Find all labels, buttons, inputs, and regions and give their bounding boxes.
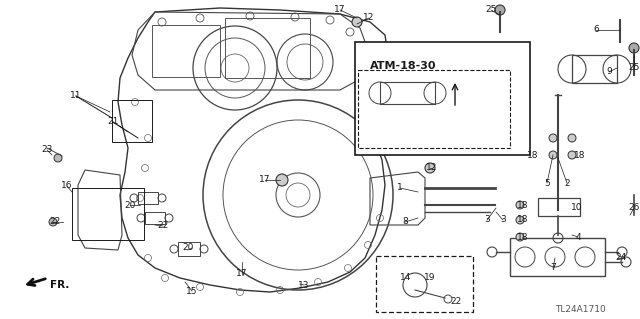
- Bar: [112, 100, 152, 142]
- Text: 7: 7: [550, 263, 556, 272]
- Text: 25: 25: [628, 63, 640, 72]
- Bar: [138, 192, 158, 204]
- Circle shape: [352, 17, 362, 27]
- Text: 25: 25: [485, 5, 497, 14]
- Text: 10: 10: [572, 204, 583, 212]
- Text: 16: 16: [61, 182, 73, 190]
- Text: 23: 23: [42, 145, 52, 154]
- Text: 5: 5: [544, 179, 550, 188]
- Text: 18: 18: [517, 216, 529, 225]
- Bar: [145, 212, 165, 224]
- Text: 19: 19: [424, 272, 436, 281]
- Text: 18: 18: [517, 201, 529, 210]
- Circle shape: [568, 134, 576, 142]
- Text: 13: 13: [298, 280, 310, 290]
- Circle shape: [425, 163, 435, 173]
- Text: 18: 18: [517, 234, 529, 242]
- Text: 20: 20: [182, 243, 194, 253]
- Bar: [572, 55, 617, 83]
- Text: 2: 2: [564, 179, 570, 188]
- Text: 12: 12: [426, 164, 438, 173]
- Circle shape: [54, 154, 62, 162]
- Text: 6: 6: [593, 26, 599, 34]
- Text: 17: 17: [236, 270, 248, 278]
- Bar: [72, 188, 144, 240]
- Circle shape: [549, 151, 557, 159]
- Text: 24: 24: [616, 254, 627, 263]
- Text: 3: 3: [484, 216, 490, 225]
- Bar: [358, 70, 510, 148]
- Text: ATM-18-30: ATM-18-30: [370, 61, 436, 71]
- Circle shape: [276, 174, 288, 186]
- Text: 22: 22: [451, 296, 461, 306]
- Circle shape: [549, 134, 557, 142]
- Circle shape: [568, 151, 576, 159]
- Text: TL24A1710: TL24A1710: [555, 305, 605, 314]
- Circle shape: [49, 218, 57, 226]
- Text: 14: 14: [400, 273, 412, 283]
- Text: 9: 9: [606, 68, 612, 77]
- Text: FR.: FR.: [50, 280, 69, 290]
- Text: 18: 18: [574, 151, 586, 160]
- Bar: [225, 18, 310, 78]
- Bar: [178, 242, 200, 256]
- Text: 3: 3: [500, 216, 506, 225]
- Bar: [538, 198, 580, 216]
- Text: 1: 1: [397, 183, 403, 192]
- Text: 26: 26: [628, 204, 640, 212]
- Text: 22: 22: [157, 221, 168, 231]
- Bar: [380, 82, 435, 104]
- Text: 20: 20: [124, 201, 136, 210]
- Text: 17: 17: [334, 5, 346, 14]
- Circle shape: [516, 233, 524, 241]
- Text: 12: 12: [364, 13, 374, 23]
- Text: 11: 11: [70, 92, 82, 100]
- Text: 18: 18: [527, 151, 539, 160]
- Bar: [152, 25, 220, 77]
- Text: 8: 8: [402, 218, 408, 226]
- Circle shape: [495, 5, 505, 15]
- Bar: [376, 256, 473, 312]
- Text: 4: 4: [575, 233, 581, 241]
- Circle shape: [629, 43, 639, 53]
- Text: 17: 17: [259, 175, 271, 184]
- Text: 21: 21: [108, 117, 118, 127]
- Circle shape: [516, 201, 524, 209]
- Text: 22: 22: [49, 218, 61, 226]
- Text: 15: 15: [186, 286, 198, 295]
- Bar: [355, 42, 530, 155]
- Circle shape: [516, 216, 524, 224]
- Bar: [510, 238, 605, 276]
